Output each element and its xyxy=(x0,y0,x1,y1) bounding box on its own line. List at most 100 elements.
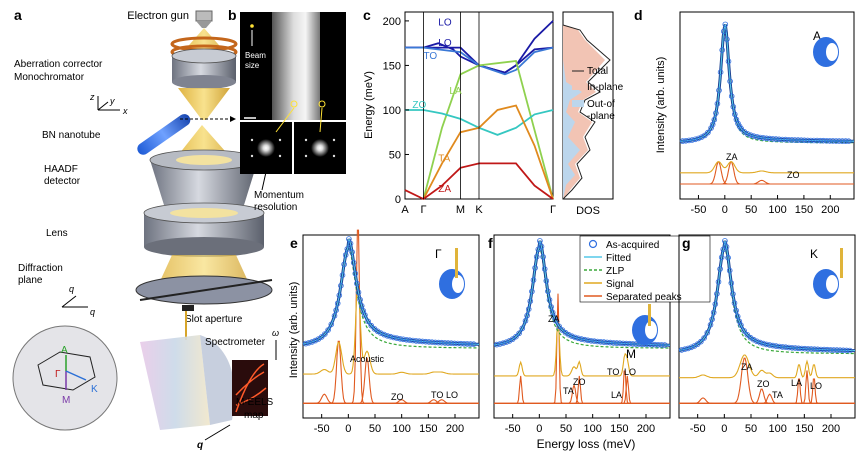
axis-x-label: x xyxy=(122,106,128,116)
data-point xyxy=(722,238,728,244)
data-point xyxy=(306,339,312,346)
data-point xyxy=(744,331,751,338)
peak-label-to: TO xyxy=(431,390,443,400)
dispersion-line-to xyxy=(405,46,554,76)
data-point xyxy=(458,340,464,347)
panel-e-axes xyxy=(302,234,480,419)
data-point xyxy=(525,306,532,313)
label-lens: Lens xyxy=(46,228,68,239)
data-point xyxy=(688,344,695,351)
panel-g-inset-label: K xyxy=(810,247,818,261)
data-point xyxy=(470,341,477,348)
data-point xyxy=(728,280,735,286)
data-point xyxy=(773,136,779,142)
data-point xyxy=(795,345,802,352)
axis-z-label: z xyxy=(89,92,95,102)
data-point xyxy=(394,335,400,342)
data-point xyxy=(500,340,506,347)
data-point xyxy=(750,336,757,343)
data-point xyxy=(381,331,387,338)
axis-y-label: y xyxy=(109,96,115,106)
y-tick-label: 100 xyxy=(383,105,401,117)
data-point xyxy=(529,288,535,295)
data-point xyxy=(413,338,419,344)
data-point xyxy=(717,69,724,75)
x-tick-label: 100 xyxy=(392,423,410,435)
data-point xyxy=(782,344,789,351)
arrow-icon xyxy=(275,107,295,133)
panel-g: g -50 0 50 100 150 200 K ZA ZO TA LA LO xyxy=(678,234,856,435)
dispersion-line-la xyxy=(422,60,554,200)
x-tick-label: 0 xyxy=(722,204,728,216)
gamma-k-line xyxy=(65,370,87,381)
panel-b: b Beam size Momentum resolution xyxy=(228,7,346,213)
data-point xyxy=(410,337,416,344)
data-point xyxy=(709,316,715,323)
label-detector: detector xyxy=(44,176,81,187)
data-point xyxy=(695,135,702,142)
data-point xyxy=(720,28,727,35)
data-point xyxy=(723,244,730,250)
data-point xyxy=(464,341,471,347)
zlp-line xyxy=(302,247,479,349)
data-point xyxy=(713,110,719,116)
panel-letter-a: a xyxy=(14,7,22,23)
lens-aperture xyxy=(170,208,238,218)
data-point xyxy=(556,323,562,330)
peak-label-la: LA xyxy=(791,378,802,388)
data-point xyxy=(821,346,827,353)
data-point xyxy=(438,339,445,346)
data-point xyxy=(535,246,542,253)
data-point xyxy=(837,347,843,354)
legend-zlp: ZLP xyxy=(606,266,625,277)
data-point xyxy=(798,345,805,352)
data-point xyxy=(548,304,554,310)
data-point xyxy=(524,312,530,319)
dispersion-ylabel: Energy (meV) xyxy=(363,71,375,139)
data-point xyxy=(403,336,410,343)
data-point xyxy=(613,340,620,346)
electron-gun-icon xyxy=(195,10,213,22)
cylinder-bottom xyxy=(172,75,236,89)
data-point xyxy=(708,125,714,131)
data-point xyxy=(540,254,546,260)
data-point xyxy=(601,339,607,345)
x-tick-label: 200 xyxy=(637,423,655,435)
label-monochromator: Monochromator xyxy=(14,72,85,83)
x-tick-label: 50 xyxy=(745,204,757,216)
data-point xyxy=(658,342,665,348)
x-tick-label: -50 xyxy=(314,423,330,435)
data-point xyxy=(338,282,344,289)
x-tick-label: 200 xyxy=(446,423,464,435)
panel-a: a Electron gun Aberration corrector Mono… xyxy=(12,7,279,451)
data-point xyxy=(591,338,598,345)
data-point xyxy=(553,317,559,324)
nanotube-inset-icon xyxy=(439,248,465,299)
data-point xyxy=(461,340,467,347)
panel-d-inset-label: A xyxy=(813,29,821,43)
beam-cone xyxy=(178,88,230,120)
x-tick-label: 150 xyxy=(795,423,813,435)
nanotube-inset-icon xyxy=(632,304,658,345)
data-point xyxy=(685,345,691,352)
data-point xyxy=(429,339,435,346)
data-point xyxy=(733,307,739,314)
data-point xyxy=(357,296,363,303)
data-point xyxy=(731,111,738,118)
data-point xyxy=(691,343,698,349)
data-point xyxy=(336,292,343,299)
label-map: map xyxy=(244,410,264,421)
data-point xyxy=(712,301,719,307)
x-tick-label: M xyxy=(456,204,465,216)
x-tick-label: Γ xyxy=(420,204,426,216)
data-point xyxy=(597,338,604,345)
x-tick-label: 50 xyxy=(745,423,757,435)
data-point xyxy=(725,58,732,65)
data-point xyxy=(842,138,849,144)
data-point xyxy=(827,347,834,353)
brillouin-zone-circle xyxy=(12,325,118,431)
data-point xyxy=(339,272,346,279)
data-point xyxy=(585,337,591,344)
data-point xyxy=(735,120,741,127)
data-point xyxy=(692,136,699,143)
